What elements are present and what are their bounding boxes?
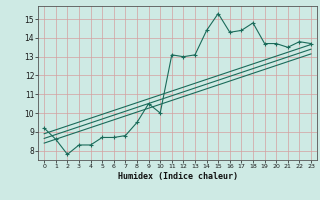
X-axis label: Humidex (Indice chaleur): Humidex (Indice chaleur)	[118, 172, 238, 181]
